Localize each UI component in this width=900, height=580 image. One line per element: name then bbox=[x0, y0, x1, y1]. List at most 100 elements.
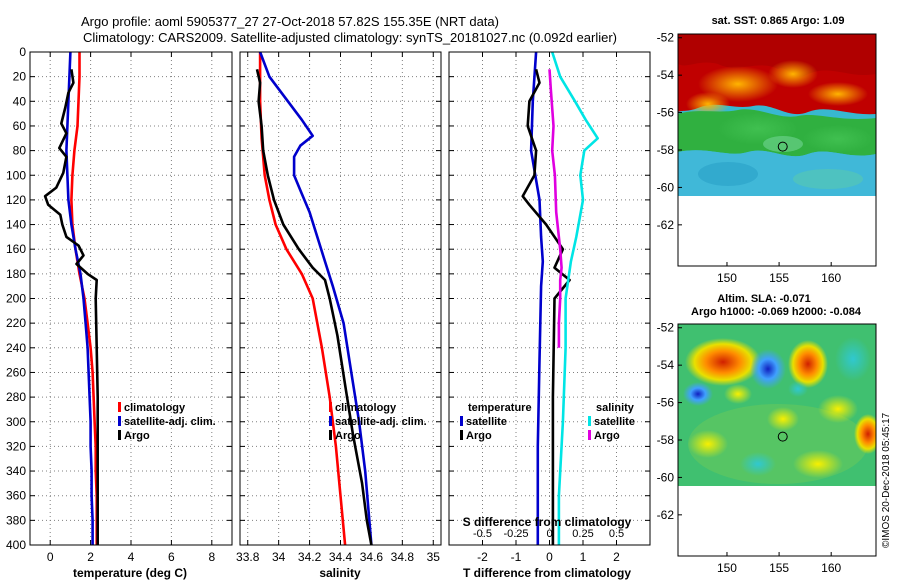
sst-map-axes: 150 155 160 -52 -54 -56 -58 -60 -62 bbox=[657, 31, 842, 285]
legend-label-t-satellite: satellite bbox=[466, 416, 507, 428]
depth-tick-label: 80 bbox=[13, 144, 27, 158]
x-tick-label: -2 bbox=[477, 550, 488, 564]
series-line-t-argo bbox=[521, 68, 571, 545]
temperature-panel: 0 2 4 6 8 bbox=[29, 51, 233, 564]
legend-heading-salinity: salinity bbox=[596, 402, 635, 414]
x-tick-label: 35 bbox=[427, 550, 441, 564]
legend-label-t-argo: Argo bbox=[466, 430, 492, 442]
depth-tick-label: 280 bbox=[6, 390, 26, 404]
map-y-tick-label: -60 bbox=[657, 470, 675, 484]
legend-label-argo: Argo bbox=[335, 430, 361, 442]
sla-map bbox=[677, 323, 877, 557]
legend-label-argo: Argo bbox=[124, 430, 150, 442]
map-y-tick-label: -52 bbox=[657, 321, 675, 335]
difference-salinity-legend: salinity satellite Argo bbox=[588, 402, 635, 442]
difference-xlabel: T difference from climatology bbox=[463, 566, 631, 580]
s-tick-label: -0.25 bbox=[503, 528, 528, 540]
x-tick-label: 34.6 bbox=[360, 550, 384, 564]
map-y-tick-label: -62 bbox=[657, 218, 675, 232]
panel-frame bbox=[239, 51, 442, 546]
sst-map bbox=[677, 33, 877, 267]
depth-tick-label: 60 bbox=[13, 119, 27, 133]
sla-argo-location-marker bbox=[777, 431, 788, 442]
x-tick-label: 4 bbox=[128, 550, 135, 564]
sla-map-axes: 150 155 160 -52 -54 -56 -58 -60 -62 bbox=[657, 321, 842, 575]
salinity-xlabel: salinity bbox=[319, 566, 361, 580]
map-x-tick-label: 160 bbox=[821, 561, 841, 575]
x-tick-label: 8 bbox=[208, 550, 215, 564]
x-tick-label: 1 bbox=[580, 550, 587, 564]
legend-label-s-satellite: satellite bbox=[594, 416, 635, 428]
sla-map-title-line1: Altim. SLA: -0.071 bbox=[717, 293, 811, 305]
map-y-tick-label: -60 bbox=[657, 180, 675, 194]
depth-tick-label: 220 bbox=[6, 316, 26, 330]
series-line-satellite-adj-clim- bbox=[258, 51, 373, 546]
map-x-tick-label: 150 bbox=[717, 271, 737, 285]
map-y-tick-label: -54 bbox=[657, 68, 675, 82]
temperature-xlabel: temperature (deg C) bbox=[73, 566, 187, 580]
depth-tick-label: 240 bbox=[6, 341, 26, 355]
sst-map-title: sat. SST: 0.865 Argo: 1.09 bbox=[712, 15, 845, 27]
x-tick-label: 2 bbox=[87, 550, 94, 564]
x-tick-label: 2 bbox=[613, 550, 620, 564]
legend-swatch-satellite-adj bbox=[118, 416, 121, 426]
legend-swatch-climatology bbox=[329, 402, 332, 412]
depth-tick-label: 320 bbox=[6, 439, 26, 453]
depth-tick-label: 360 bbox=[6, 489, 26, 503]
x-tick-label: 0 bbox=[546, 550, 553, 564]
legend-heading-temperature: temperature bbox=[468, 402, 532, 414]
salinity-panel: 33.8 34 34.2 34.4 34.6 34.8 35 bbox=[236, 51, 442, 564]
legend-label-satellite-adj: satellite-adj. clim. bbox=[124, 416, 216, 428]
temperature-legend: climatology satellite-adj. clim. Argo bbox=[118, 402, 216, 442]
legend-swatch-t-argo bbox=[460, 430, 463, 440]
s-tick-label: 0.5 bbox=[609, 528, 624, 540]
map-y-tick-label: -52 bbox=[657, 31, 675, 45]
depth-tick-label: 120 bbox=[6, 193, 26, 207]
figure-title-line2: Climatology: CARS2009. Satellite-adjuste… bbox=[83, 30, 617, 45]
legend-label-climatology: climatology bbox=[335, 402, 397, 414]
difference-temperature-legend: temperature satellite Argo bbox=[460, 402, 532, 442]
map-y-tick-label: -56 bbox=[657, 396, 675, 410]
s-tick-label: -0.5 bbox=[473, 528, 492, 540]
sla-map-title-line2: Argo h1000: -0.069 h2000: -0.084 bbox=[691, 306, 862, 318]
series-line-s-satellite bbox=[550, 51, 600, 545]
depth-tick-label: 340 bbox=[6, 464, 26, 478]
depth-tick-label: 400 bbox=[6, 538, 26, 552]
legend-swatch-satellite-adj bbox=[329, 416, 332, 426]
legend-swatch-climatology bbox=[118, 402, 121, 412]
x-tick-label: 34.8 bbox=[391, 550, 415, 564]
legend-label-satellite-adj: satellite-adj. clim. bbox=[335, 416, 427, 428]
legend-swatch-t-satellite bbox=[460, 416, 463, 426]
sst-map-image bbox=[678, 34, 876, 196]
series-line-t-satellite bbox=[529, 51, 545, 545]
x-tick-label: 6 bbox=[168, 550, 175, 564]
s-tick-label: 0 bbox=[546, 528, 552, 540]
depth-tick-label: 40 bbox=[13, 94, 27, 108]
depth-tick-label: 260 bbox=[6, 365, 26, 379]
map-y-tick-label: -54 bbox=[657, 358, 675, 372]
figure-title-line1: Argo profile: aoml 5905377_27 27-Oct-201… bbox=[81, 14, 499, 29]
legend-swatch-argo bbox=[329, 430, 332, 440]
legend-label-s-argo: Argo bbox=[594, 430, 620, 442]
depth-tick-label: 180 bbox=[6, 267, 26, 281]
depth-tick-label: 20 bbox=[13, 70, 27, 84]
map-y-tick-label: -62 bbox=[657, 508, 675, 522]
x-tick-label: 34 bbox=[272, 550, 286, 564]
map-y-tick-label: -58 bbox=[657, 143, 675, 157]
series-line-argo bbox=[43, 69, 99, 545]
s-tick-label: 0.25 bbox=[572, 528, 593, 540]
panel-frame bbox=[448, 51, 651, 546]
depth-tick-label: 200 bbox=[6, 292, 26, 306]
legend-swatch-argo bbox=[118, 430, 121, 440]
x-tick-label: 34.2 bbox=[298, 550, 322, 564]
depth-tick-label: 300 bbox=[6, 415, 26, 429]
legend-label-climatology: climatology bbox=[124, 402, 186, 414]
legend-swatch-s-satellite bbox=[588, 416, 591, 426]
x-tick-label: 34.4 bbox=[329, 550, 353, 564]
map-x-tick-label: 155 bbox=[769, 271, 789, 285]
depth-axis: 0 20 40 60 80 100 120 140 160 180 200 220 240 260 280 3… bbox=[6, 45, 26, 552]
x-tick-label: 33.8 bbox=[236, 550, 260, 564]
legend-swatch-s-argo bbox=[588, 430, 591, 440]
s-difference-label: S difference from climatology bbox=[463, 515, 632, 529]
